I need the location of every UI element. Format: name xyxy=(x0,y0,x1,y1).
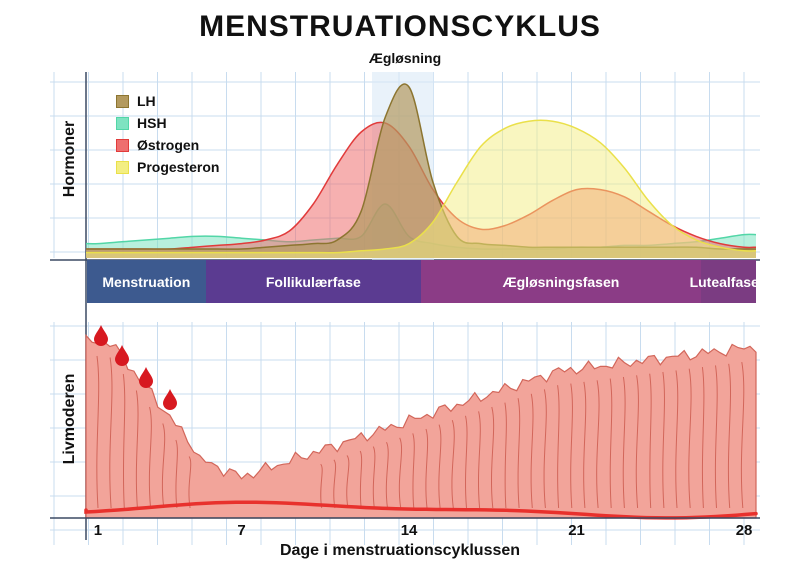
uterine-gland xyxy=(504,402,507,509)
uterine-gland xyxy=(109,357,113,509)
uterine-gland xyxy=(701,367,705,509)
uterine-gland xyxy=(346,455,350,509)
x-tick: 1 xyxy=(93,522,103,539)
series-line-progesteron xyxy=(86,119,757,254)
uterine-gland xyxy=(148,406,152,509)
legend-label: HSH xyxy=(137,115,167,131)
uterine-gland xyxy=(161,423,166,509)
legend-label: Østrogen xyxy=(137,137,200,153)
hormone-curves xyxy=(85,83,757,258)
blood-drop xyxy=(115,345,129,366)
uterine-gland xyxy=(675,370,679,509)
page-title: MENSTRUATIONSCYKLUS xyxy=(199,10,601,43)
uterine-gland xyxy=(438,424,442,509)
uterine-gland xyxy=(188,456,192,509)
uterine-gland xyxy=(385,441,389,509)
uterine-gland xyxy=(175,439,178,509)
legend-item-ostrogen: Østrogen xyxy=(116,134,219,156)
uterine-gland xyxy=(557,385,560,509)
uterine-gland xyxy=(583,381,587,509)
series-area-lh xyxy=(86,84,756,258)
legend-label: LH xyxy=(137,93,156,109)
uterine-gland xyxy=(320,463,323,509)
uterine-gland xyxy=(477,411,481,509)
uterine-gland xyxy=(740,362,745,509)
uterine-gland xyxy=(372,446,376,509)
uterine-gland xyxy=(714,365,718,509)
legend-swatch-ostrogen xyxy=(116,138,129,152)
phase-aeglosningsfasen: Ægløsningsfasen xyxy=(421,260,701,303)
uterine-gland xyxy=(412,433,415,509)
uterine-gland xyxy=(635,375,639,509)
uterine-gland xyxy=(609,378,613,509)
uterine-gland xyxy=(662,371,665,509)
uterine-gland xyxy=(359,450,363,509)
blood-drop xyxy=(139,367,153,388)
uterus-axis-label: Livmoderen xyxy=(61,373,78,465)
uterine-gland xyxy=(570,383,573,509)
uterus-lining xyxy=(84,325,758,520)
uterine-gland xyxy=(398,437,403,509)
endometrium-layer xyxy=(85,333,757,519)
phase-follikulaerfase: Follikulærfase xyxy=(205,260,421,303)
uterine-gland xyxy=(122,373,126,509)
legend-item-lh: LH xyxy=(116,90,219,112)
legend: LH HSH Østrogen Progesteron xyxy=(116,90,219,178)
uterine-gland xyxy=(517,398,521,509)
uterine-gland xyxy=(465,415,468,509)
legend-label: Progesteron xyxy=(137,159,220,175)
legend-swatch-progesteron xyxy=(116,160,129,174)
x-tick: 28 xyxy=(735,522,753,539)
legend-item-hsh: HSH xyxy=(116,112,219,134)
uterine-gland xyxy=(451,420,455,509)
uterine-gland xyxy=(649,373,652,509)
phase-menstruation: Menstruation xyxy=(87,260,206,303)
uterine-gland xyxy=(727,363,732,509)
ovulation-label: Ægløsning xyxy=(368,50,442,66)
uterine-gland xyxy=(596,380,600,509)
uterine-gland xyxy=(491,406,495,509)
uterine-gland xyxy=(96,355,100,509)
uterine-gland xyxy=(333,459,337,509)
uterine-gland xyxy=(543,389,547,509)
uterine-gland xyxy=(425,428,429,509)
uterine-gland xyxy=(688,368,692,509)
uterine-gland xyxy=(530,393,534,509)
legend-item-progesteron: Progesteron xyxy=(116,156,219,178)
series-area-progesteron xyxy=(86,120,756,258)
blood-drop xyxy=(163,389,177,410)
uterine-gland xyxy=(135,390,139,509)
x-tick: 7 xyxy=(237,522,246,539)
uterine-gland xyxy=(622,376,626,509)
legend-swatch-lh xyxy=(116,94,129,108)
phase-lutealfasen: Lutealfasen xyxy=(690,260,767,303)
x-axis-label: Dage i menstruationscyklussen xyxy=(279,542,521,559)
blood-drop xyxy=(94,325,108,346)
hormones-axis-label: Hormoner xyxy=(61,120,78,198)
x-tick: 21 xyxy=(568,522,585,539)
x-tick: 14 xyxy=(400,522,418,539)
legend-swatch-hsh xyxy=(116,116,129,130)
